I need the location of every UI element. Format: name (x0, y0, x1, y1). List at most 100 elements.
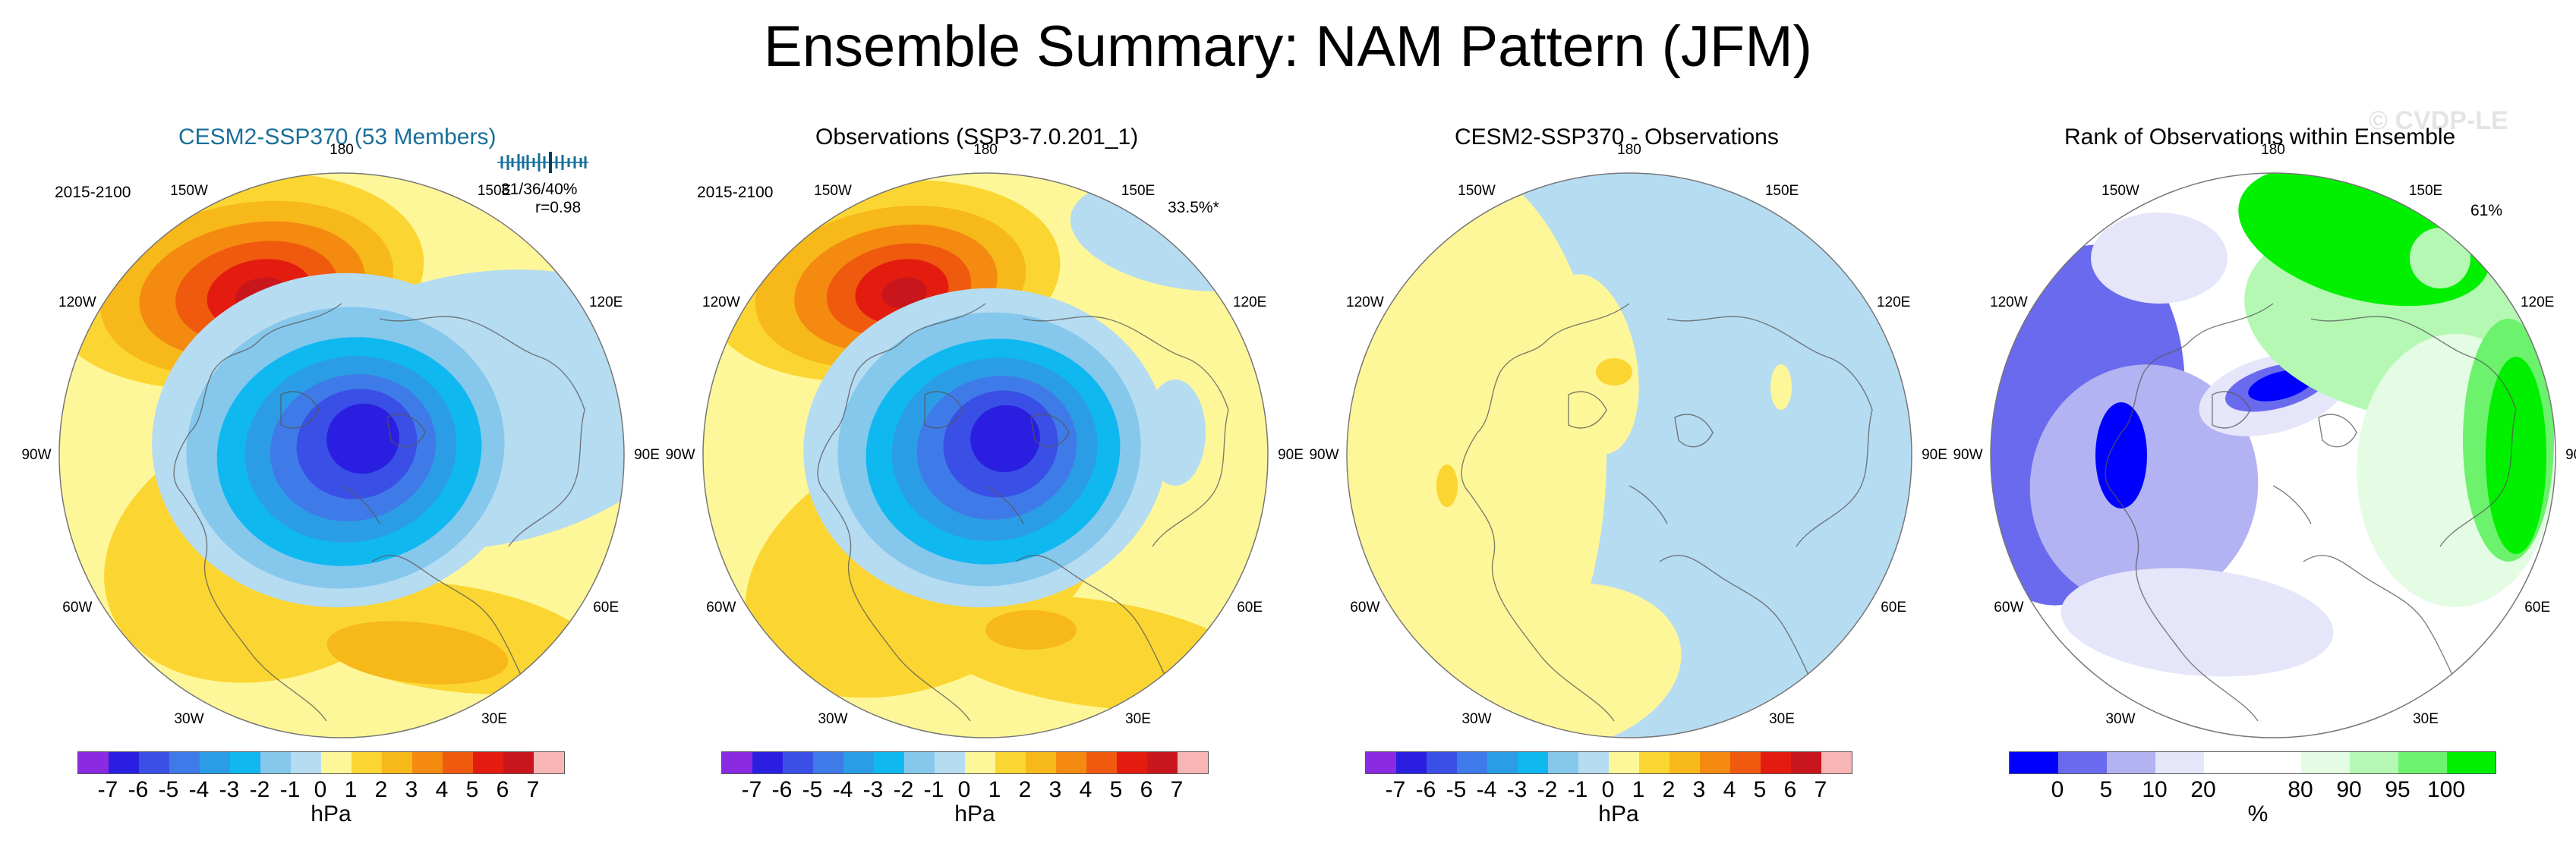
colorbar-swatch (2058, 752, 2107, 773)
lon-label-left-mid: 90W (21, 447, 52, 463)
colorbar-swatch (1518, 752, 1548, 773)
colorbar-swatch (843, 752, 874, 773)
colorbar-swatch (200, 752, 230, 773)
map-boundary (58, 172, 625, 738)
lon-label-top: 180 (973, 142, 998, 158)
colorbar-swatch (473, 752, 503, 773)
colorbar-swatch (2155, 752, 2204, 773)
polar-map (1985, 167, 2562, 744)
colorbar-tick-label: 7 (526, 777, 540, 802)
colorbar-tick-label: 90 (2336, 777, 2362, 802)
colorbar-tick-label: 1 (988, 777, 1001, 802)
lon-label-right-mid: 90E (634, 447, 660, 463)
colorbar-tick-label: -7 (97, 777, 118, 802)
ensemble-spread-icon (497, 152, 588, 173)
period-label: 2015-2100 (55, 184, 131, 201)
lon-label-right-top: 150E (477, 182, 512, 199)
colorbar-tick-label: 5 (2099, 777, 2113, 802)
colorbar-tick-label: -3 (862, 777, 884, 802)
colorbar-swatch (1578, 752, 1609, 773)
colorbar (77, 751, 565, 774)
colorbar-swatch (412, 752, 443, 773)
colorbar-swatch (291, 752, 321, 773)
polar-map (53, 167, 630, 744)
lon-label-left-lower: 60W (62, 600, 93, 616)
colorbar-tick-label: 10 (2142, 777, 2168, 802)
colorbar-swatch (78, 752, 109, 773)
colorbar-swatch (874, 752, 904, 773)
colorbar-units: % (2247, 801, 2269, 827)
colorbar-tick-label: -5 (1446, 777, 1467, 802)
colorbar-swatch (1761, 752, 1791, 773)
colorbar-swatch (1548, 752, 1578, 773)
colorbar-swatch (2010, 752, 2058, 773)
coastlines (173, 303, 585, 722)
colorbar-swatch (382, 752, 412, 773)
colorbar-swatch (904, 752, 935, 773)
lon-label-top: 180 (329, 142, 354, 158)
colorbar-tick-label: 0 (314, 777, 327, 802)
colorbar-tick-label: 5 (1753, 777, 1767, 802)
lon-label-top: 180 (1617, 142, 1641, 158)
colorbar-swatch (352, 752, 382, 773)
colorbar-swatch (2204, 752, 2253, 773)
colorbar-swatch (1178, 752, 1208, 773)
colorbar-swatch (752, 752, 783, 773)
colorbar-tick-label: -4 (832, 777, 853, 802)
colorbar-tick-label: 6 (1140, 777, 1153, 802)
lon-label-right-top: 150E (1764, 182, 1799, 199)
panel-title: Observations (SSP3-7.0.201_1) (815, 124, 1139, 150)
colorbar-swatch (1670, 752, 1700, 773)
colorbar-tick-label: 0 (1601, 777, 1615, 802)
lon-label-right-mid: 90E (2565, 447, 2576, 463)
lon-label-left-top: 150W (2101, 182, 2139, 199)
lon-label-left-lower: 60W (1994, 600, 2024, 616)
lon-label-right-top: 150E (2408, 182, 2443, 199)
colorbar-swatch (534, 752, 564, 773)
lon-label-right-bottom: 30E (2413, 711, 2439, 728)
colorbar-tick-label: -4 (1476, 777, 1497, 802)
lon-label-left-mid: 90W (1309, 447, 1339, 463)
polar-map (697, 167, 1274, 744)
colorbar-tick-label: 3 (405, 777, 418, 802)
colorbar-swatch (813, 752, 843, 773)
lon-label-left-bottom: 30W (1461, 711, 1492, 728)
colorbar-tick-label: 5 (465, 777, 479, 802)
colorbar-tick-label: 4 (1723, 777, 1736, 802)
ensemble-stats: 31/36/40% (501, 181, 578, 198)
lon-label-right-upper: 120E (1232, 294, 1267, 310)
colorbar-units: hPa (954, 801, 995, 827)
colorbar-swatch (2350, 752, 2398, 773)
colorbar-swatch (995, 752, 1026, 773)
colorbar-swatch (1821, 752, 1852, 773)
colorbar-swatch (2447, 752, 2496, 773)
colorbar-tick-label: -6 (128, 777, 149, 802)
colorbar-tick-label: -7 (741, 777, 762, 802)
colorbar-swatch (1457, 752, 1487, 773)
panel-rank: Rank of Observations within Ensemble 61%… (1931, 114, 2576, 847)
lon-label-left-upper: 120W (702, 294, 740, 310)
colorbar-tick-label: 3 (1692, 777, 1706, 802)
colorbar-swatch (1609, 752, 1639, 773)
period-label: 2015-2100 (697, 184, 774, 201)
colorbar-swatch (783, 752, 813, 773)
explained-variance: 33.5%* (1168, 199, 1219, 216)
lon-label-left-bottom: 30W (2105, 711, 2136, 728)
coastlines (817, 303, 1229, 722)
colorbar (721, 751, 1209, 774)
lon-label-left-lower: 60W (706, 600, 736, 616)
colorbar-tick-label: 5 (1109, 777, 1123, 802)
lon-label-left-top: 150W (170, 182, 208, 199)
lon-label-right-upper: 120E (588, 294, 623, 310)
lon-label-left-bottom: 30W (818, 711, 848, 728)
lon-label-right-lower: 60E (593, 600, 620, 616)
rank-percent: 61% (2470, 202, 2503, 219)
colorbar (2009, 751, 2496, 774)
pattern-correlation: r=0.98 (535, 199, 582, 216)
colorbar-swatch (169, 752, 200, 773)
map-boundary (1346, 172, 1912, 738)
lon-label-right-upper: 120E (2520, 294, 2555, 310)
colorbar-tick-label: -6 (1415, 777, 1436, 802)
colorbar-swatch (109, 752, 139, 773)
coastlines (1461, 303, 1873, 722)
